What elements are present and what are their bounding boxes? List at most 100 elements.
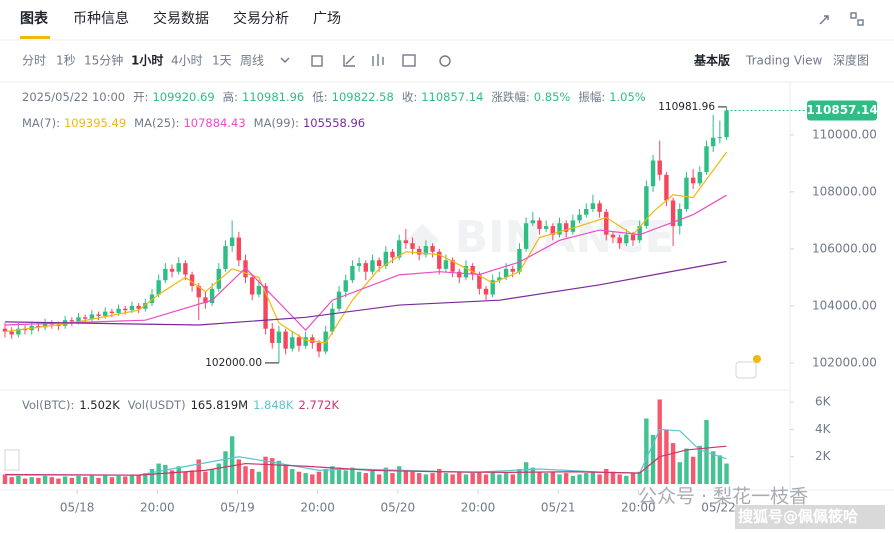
volume-bar bbox=[276, 460, 282, 484]
volume-bar bbox=[477, 471, 482, 484]
candle-style-icon[interactable] bbox=[372, 54, 384, 66]
candle-body bbox=[483, 288, 489, 295]
volume-bar bbox=[129, 474, 135, 484]
candle-body bbox=[403, 240, 409, 244]
candle-body bbox=[229, 237, 235, 247]
volume-bar bbox=[697, 445, 703, 484]
candle-body bbox=[249, 277, 255, 295]
candle-body bbox=[510, 268, 515, 272]
candle-body bbox=[42, 323, 48, 328]
alert-button[interactable] bbox=[735, 361, 757, 379]
candle-body bbox=[129, 305, 135, 311]
grid-icon[interactable] bbox=[850, 12, 857, 19]
candle-body bbox=[316, 342, 322, 352]
candle-body bbox=[76, 317, 81, 322]
candle-body bbox=[330, 308, 335, 332]
volume-bar bbox=[183, 471, 188, 484]
candle-body bbox=[417, 248, 422, 255]
volume-bar bbox=[189, 470, 195, 484]
volume-y-tick-label: 6K bbox=[815, 395, 832, 409]
ma-legend: MA(7): 109395.49 MA(25): 107884.43 MA(99): 10… bbox=[22, 116, 365, 130]
interval-button[interactable]: 1小时 bbox=[131, 53, 163, 68]
candle-body bbox=[383, 251, 389, 267]
volume-bar bbox=[169, 470, 175, 484]
indicator-icon[interactable] bbox=[311, 55, 323, 67]
volume-bar bbox=[523, 462, 529, 484]
candle-body bbox=[637, 226, 642, 241]
candle-body bbox=[497, 277, 502, 281]
volume-bar bbox=[109, 477, 115, 484]
grid-icon[interactable] bbox=[857, 19, 864, 26]
candle-body bbox=[617, 237, 622, 244]
candle-body bbox=[203, 297, 208, 304]
volume-bar bbox=[290, 469, 295, 484]
info-value: 109822.58 bbox=[332, 90, 394, 104]
x-tick-label: 05/20 bbox=[381, 501, 416, 515]
tab[interactable]: 交易数据 bbox=[153, 10, 209, 27]
interval-button[interactable]: 4小时 bbox=[171, 54, 203, 68]
candle-body bbox=[457, 271, 462, 278]
volume-bar bbox=[350, 467, 355, 484]
info-label: 开: bbox=[133, 90, 148, 104]
ma-label: MA(7): bbox=[22, 116, 60, 130]
volume-bar bbox=[457, 471, 462, 484]
candle-body bbox=[310, 337, 315, 343]
x-tick-label: 05/21 bbox=[541, 501, 576, 515]
volume-y-tick-label: 4K bbox=[815, 422, 832, 436]
candle-body bbox=[550, 226, 556, 235]
moving-average-line bbox=[5, 260, 727, 326]
candle-body bbox=[463, 266, 469, 278]
volume-bar bbox=[383, 467, 389, 484]
candle-body bbox=[710, 137, 716, 147]
collapse-button[interactable] bbox=[4, 449, 20, 471]
candle-body bbox=[370, 260, 375, 272]
volume-bar bbox=[56, 478, 61, 484]
x-tick-label: 05/19 bbox=[220, 501, 255, 515]
vol-value: 1.848K bbox=[253, 398, 294, 412]
dropdown-icon[interactable] bbox=[280, 57, 290, 63]
candle-body bbox=[183, 263, 188, 275]
candle-body bbox=[216, 268, 221, 289]
expand-icon[interactable] bbox=[819, 15, 829, 25]
candle-body bbox=[450, 260, 455, 272]
tab[interactable]: 交易分析 bbox=[233, 10, 289, 27]
view-button[interactable]: 基本版 bbox=[693, 53, 730, 68]
interval-button[interactable]: 1天 bbox=[212, 54, 232, 68]
info-value: 110981.96 bbox=[242, 90, 304, 104]
volume-bar bbox=[96, 477, 101, 484]
volume-bar bbox=[483, 474, 489, 484]
volume-bar bbox=[143, 473, 148, 484]
tab[interactable]: 图表 bbox=[20, 10, 49, 27]
candle-body bbox=[410, 243, 415, 249]
volume-bar bbox=[36, 477, 41, 484]
vol-label: Vol(USDT) bbox=[128, 398, 186, 412]
interval-button[interactable]: 周线 bbox=[240, 54, 264, 68]
volume-legend: Vol(BTC): 1.502K Vol(USDT) 165.819M 1.848K 2.… bbox=[22, 398, 339, 412]
volume-bar bbox=[69, 477, 75, 484]
candle-body bbox=[724, 110, 729, 138]
settings-icon[interactable] bbox=[439, 55, 451, 67]
candle-body bbox=[290, 337, 295, 349]
tab[interactable]: 币种信息 bbox=[73, 10, 129, 27]
candle-body bbox=[9, 331, 14, 335]
interval-button[interactable]: 1秒 bbox=[56, 54, 76, 68]
volume-bar bbox=[149, 469, 155, 484]
volume-bar bbox=[22, 478, 28, 484]
candle-body bbox=[136, 305, 141, 309]
layout-icon[interactable] bbox=[402, 54, 416, 67]
volume-bar bbox=[223, 451, 228, 484]
candle-body bbox=[644, 186, 649, 227]
volume-bar bbox=[543, 473, 549, 484]
volume-bar bbox=[557, 474, 562, 484]
tab[interactable]: 广场 bbox=[313, 11, 341, 27]
ma-label: MA(25): bbox=[134, 116, 179, 130]
candle-body bbox=[630, 234, 636, 241]
interval-button[interactable]: 分时 bbox=[22, 54, 46, 68]
interval-button[interactable]: 15分钟 bbox=[84, 53, 123, 68]
draw-icon[interactable] bbox=[343, 55, 355, 67]
candle-body bbox=[670, 200, 676, 227]
view-button[interactable]: 深度图 bbox=[833, 53, 869, 68]
volume-bar bbox=[597, 474, 602, 484]
view-button[interactable]: Trading View bbox=[745, 54, 823, 68]
candle-body bbox=[323, 331, 328, 352]
